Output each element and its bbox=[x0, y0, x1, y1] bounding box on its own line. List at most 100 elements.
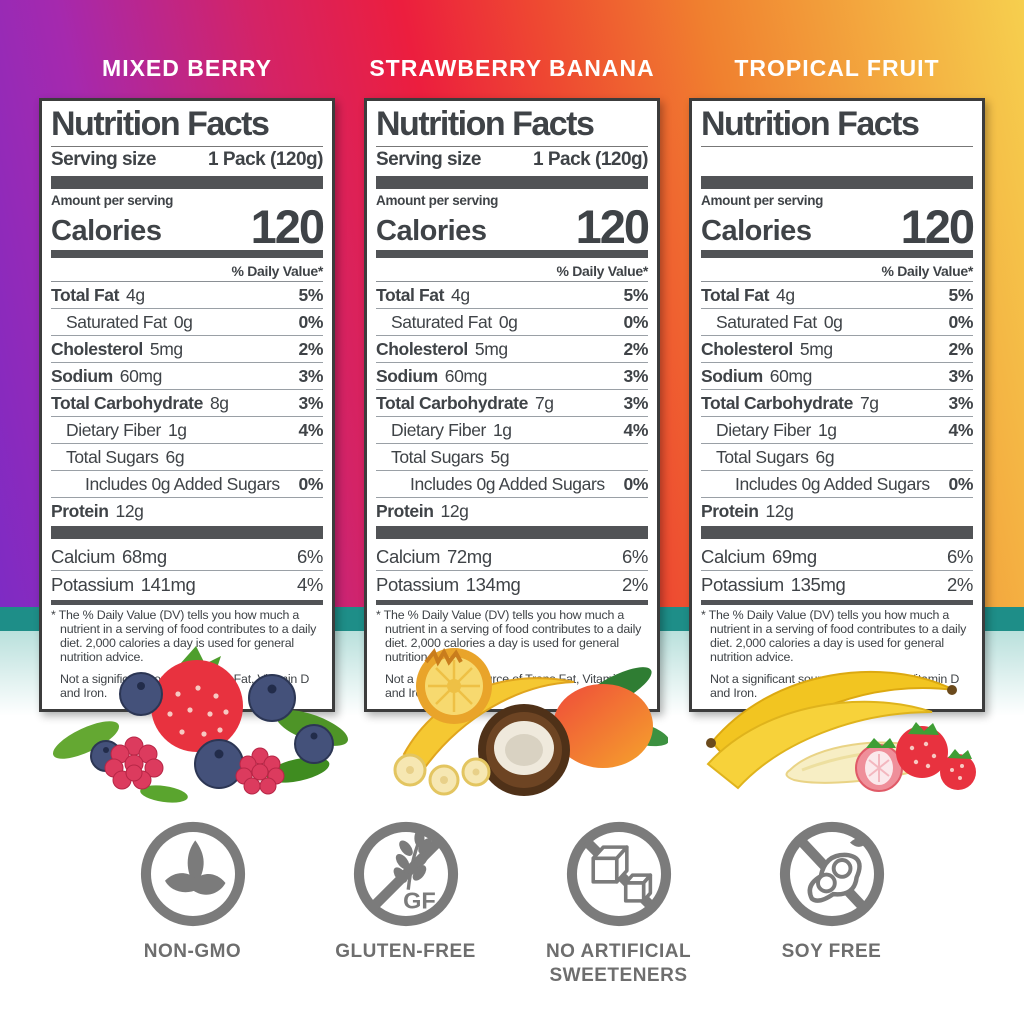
nutrient-daily-value: 0% bbox=[623, 474, 649, 495]
nutrient-name: Includes 0g Added Sugars bbox=[735, 474, 930, 495]
nutrient-daily-value: 5% bbox=[948, 285, 974, 306]
daily-value-footnote: * The % Daily Value (DV) tells you how m… bbox=[51, 608, 317, 664]
nutrient-name: Total Carbohydrate bbox=[51, 393, 203, 414]
label-columns: MIXED BERRY Nutrition Facts Serving size… bbox=[0, 50, 1024, 712]
nutrient-daily-value: 5% bbox=[623, 285, 649, 306]
calories-value: 120 bbox=[575, 199, 650, 253]
nutrient-row: Total Fat 4g 5% bbox=[376, 282, 649, 310]
nutrient-amount: 7g bbox=[534, 393, 554, 414]
nutrient-amount: 7g bbox=[859, 393, 879, 414]
nutrient-daily-value: 0% bbox=[298, 312, 324, 333]
mineral-name: Calcium bbox=[51, 546, 116, 568]
nutrient-name: Total Sugars bbox=[66, 447, 159, 468]
calories-label: Calories bbox=[701, 214, 812, 247]
nutrient-daily-value: 4% bbox=[623, 420, 649, 441]
serving-size-label: Serving size bbox=[376, 149, 481, 171]
nutrient-amount: 5mg bbox=[149, 339, 183, 360]
daily-value-header: % Daily Value* bbox=[701, 260, 973, 283]
nutrient-amount: 5mg bbox=[799, 339, 833, 360]
nutrient-name: Saturated Fat bbox=[66, 312, 167, 333]
nutrient-row: Includes 0g Added Sugars 0% bbox=[51, 471, 324, 499]
nutrient-name: Cholesterol bbox=[701, 339, 793, 360]
nutrient-row: Total Sugars 6g bbox=[701, 444, 973, 472]
nutrient-name: Includes 0g Added Sugars bbox=[410, 474, 605, 495]
calories-label: Calories bbox=[51, 214, 162, 247]
divider-bar bbox=[701, 600, 973, 606]
nutrient-rows: Total Fat 4g 5% Saturated Fat 0g 0% Chol… bbox=[376, 282, 648, 524]
nutrient-row: Saturated Fat 0g 0% bbox=[51, 309, 324, 337]
nutrient-name: Saturated Fat bbox=[391, 312, 492, 333]
divider-bar bbox=[51, 600, 323, 606]
nutrition-facts-heading: Nutrition Facts bbox=[701, 106, 973, 147]
nutrient-name: Total Sugars bbox=[716, 447, 809, 468]
nutrient-daily-value: 2% bbox=[948, 339, 974, 360]
nutrient-daily-value: 3% bbox=[948, 393, 974, 414]
nutrient-daily-value: 3% bbox=[623, 393, 649, 414]
nutrient-name: Dietary Fiber bbox=[391, 420, 486, 441]
calories-label: Calories bbox=[376, 214, 487, 247]
nutrition-facts-heading: Nutrition Facts bbox=[376, 106, 648, 147]
nutrient-name: Total Carbohydrate bbox=[701, 393, 853, 414]
nutrient-row: Total Carbohydrate 7g 3% bbox=[701, 390, 974, 418]
mineral-daily-value: 6% bbox=[947, 546, 973, 568]
badge-label: NO ARTIFICIAL SWEETENERS bbox=[545, 941, 692, 986]
nutrient-name: Total Fat bbox=[51, 285, 120, 306]
serving-size-value: 1 Pack (120g) bbox=[208, 149, 323, 171]
nutrient-daily-value: 3% bbox=[298, 366, 324, 387]
nutrient-row: Sodium 60mg 3% bbox=[376, 363, 648, 391]
nutrient-daily-value: 2% bbox=[298, 339, 324, 360]
nutrient-name: Protein bbox=[376, 501, 434, 522]
nutrient-name: Dietary Fiber bbox=[716, 420, 811, 441]
nutrient-row: Includes 0g Added Sugars 0% bbox=[376, 471, 649, 499]
nutrient-name: Total Fat bbox=[376, 285, 445, 306]
flavor-title: STRAWBERRY BANANA bbox=[369, 55, 655, 81]
nutrient-row: Total Carbohydrate 7g 3% bbox=[376, 390, 649, 418]
nutrient-amount: 8g bbox=[209, 393, 229, 414]
nutrient-name: Total Carbohydrate bbox=[376, 393, 528, 414]
daily-value-header: % Daily Value* bbox=[376, 260, 648, 283]
mineral-name: Potassium bbox=[701, 574, 784, 596]
nutrient-name: Sodium bbox=[376, 366, 438, 387]
nutrient-amount: 4g bbox=[776, 285, 795, 306]
mineral-daily-value: 4% bbox=[297, 574, 323, 596]
nutrient-row: Dietary Fiber 1g 4% bbox=[376, 417, 649, 445]
bananas-strawberries-image bbox=[706, 670, 976, 792]
badge-label: NON-GMO bbox=[143, 941, 242, 962]
nutrient-amount: 12g bbox=[765, 501, 794, 522]
tropical-fruits-image bbox=[393, 647, 668, 796]
serving-size-row: Serving size 1 Pack (120g) bbox=[51, 147, 323, 174]
mineral-name: Calcium bbox=[376, 546, 441, 568]
badge-soy-free: SOY FREE bbox=[729, 818, 934, 988]
mineral-amount: 69mg bbox=[772, 546, 817, 568]
badge-label: SOY FREE bbox=[781, 941, 882, 962]
nutrient-amount: 12g bbox=[115, 501, 144, 522]
nutrient-amount: 6g bbox=[165, 447, 185, 468]
nutrient-amount: 1g bbox=[817, 420, 837, 441]
nutrient-row: Saturated Fat 0g 0% bbox=[701, 309, 973, 337]
nutrient-amount: 60mg bbox=[119, 366, 163, 387]
divider-bar bbox=[701, 526, 973, 540]
mineral-rows: Calcium 68mg 6% Potassium 141mg 4% bbox=[51, 543, 323, 598]
nutrient-row: Protein 12g bbox=[376, 498, 648, 524]
nutrient-amount: 5g bbox=[490, 447, 510, 468]
divider-bar bbox=[376, 600, 648, 606]
serving-size-value: 1 Pack (120g) bbox=[533, 149, 648, 171]
calories-row: Calories 120 bbox=[51, 203, 325, 249]
nutrient-daily-value: 0% bbox=[298, 474, 324, 495]
nutrient-row: Total Fat 4g 5% bbox=[51, 282, 323, 310]
mineral-row: Calcium 68mg 6% bbox=[51, 543, 323, 572]
calories-row: Calories 120 bbox=[701, 203, 975, 249]
nutrient-row: Total Sugars 5g bbox=[376, 444, 648, 472]
nutrient-row: Dietary Fiber 1g 4% bbox=[51, 417, 323, 445]
sugar-cubes-crossed-icon bbox=[566, 821, 671, 927]
nutrient-daily-value: 2% bbox=[623, 339, 649, 360]
nutrient-row: Total Sugars 6g bbox=[51, 444, 323, 472]
nutrient-row: Sodium 60mg 3% bbox=[51, 363, 324, 391]
mineral-daily-value: 6% bbox=[297, 546, 323, 568]
flavor-title: TROPICAL FRUIT bbox=[734, 55, 940, 81]
badge-non-gmo: NON-GMO bbox=[90, 818, 295, 988]
mineral-rows: Calcium 69mg 6% Potassium 135mg 2% bbox=[701, 543, 973, 598]
nutrient-amount: 4g bbox=[451, 285, 470, 306]
nutrient-row: Cholesterol 5mg 2% bbox=[51, 336, 324, 364]
